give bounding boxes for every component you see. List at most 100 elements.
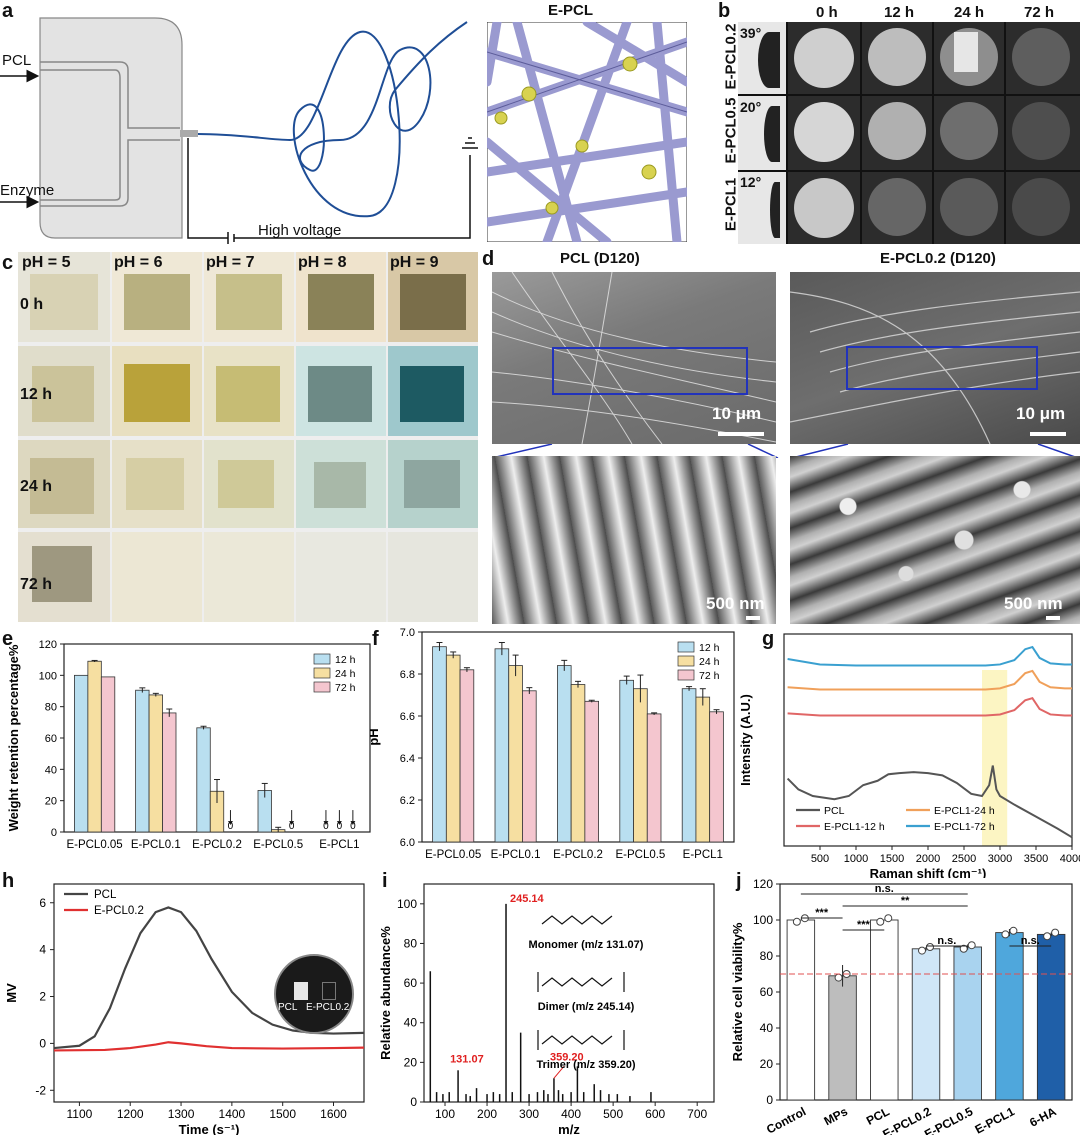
bar [619, 679, 634, 843]
hydrogel-tile [112, 532, 202, 622]
x-tick-label: 500 [811, 853, 829, 865]
y-tick-label: 6.6 [400, 711, 415, 723]
time-label-3: 72 h [1024, 4, 1055, 21]
scale-bar [1046, 616, 1060, 620]
ph-label-9: pH = 9 [390, 254, 439, 271]
y-tick-label: 100 [753, 913, 773, 927]
bar [522, 690, 537, 843]
legend-swatch [313, 667, 331, 679]
data-point [1043, 932, 1052, 941]
x-tick-label: E-PCL1 [683, 849, 723, 861]
x-tick-label: 300 [519, 1107, 539, 1121]
bar [709, 711, 724, 843]
x-tick-label: E-PCL0.5 [922, 1104, 975, 1135]
zero-arrow-head [227, 821, 233, 825]
y-tick-label: 6 [39, 896, 46, 910]
x-tick-label: 1300 [168, 1107, 195, 1121]
scale-bar [718, 432, 764, 436]
contact-angle-image [738, 96, 786, 170]
significance-label: n.s. [1021, 935, 1040, 947]
molecule-structure [541, 1035, 613, 1045]
scale-label: 10 μm [712, 404, 762, 423]
panel-h-label: h [2, 870, 15, 892]
chart-h-gpc: 1100 1200 1300 1400 1500 1600 -2 0 2 4 6 PCL E-PCL0.… [4, 883, 365, 1135]
zero-arrow-head [336, 821, 342, 825]
scale-bar [1030, 432, 1066, 436]
legend-swatch [313, 653, 331, 665]
y-tick-label: 80 [45, 702, 57, 714]
bar [870, 919, 899, 1101]
zero-label: 0 [350, 821, 356, 832]
scale-bar [746, 616, 760, 620]
y-tick-label: 4 [39, 943, 46, 957]
hydrogel-tile [296, 346, 386, 436]
legend-swatch [313, 681, 331, 693]
bar [995, 932, 1024, 1101]
hydrogel-tile [388, 252, 478, 342]
x-tick-label: E-PCL0.5 [253, 839, 303, 851]
molecule-structure [541, 977, 613, 987]
y-tick-label: 20 [760, 1057, 774, 1071]
inset-label-epcl: E-PCL0.2 [306, 1002, 350, 1013]
legend-swatch [677, 655, 695, 667]
hydrogel-tile [204, 532, 294, 622]
y-axis-label: Relative abundance% [378, 926, 393, 1060]
peak-label: 131.07 [450, 1053, 484, 1065]
x-tick-label: 1500 [880, 853, 904, 865]
inlet-pcl-label: PCL [2, 52, 32, 69]
x-tick-label: 3500 [1024, 853, 1048, 865]
bar [828, 975, 857, 1101]
dish-photo [788, 96, 860, 170]
data-point [1009, 926, 1018, 935]
structure-label: Monomer (m/z 131.07) [529, 939, 644, 951]
y-tick-label: 6.8 [400, 669, 415, 681]
repeat-bracket [537, 972, 625, 992]
bar [584, 700, 599, 843]
panel-j-label: j [736, 870, 742, 892]
data-point [959, 944, 968, 953]
dish-photo [788, 22, 860, 94]
y-axis-label: Relative cell viability% [730, 922, 745, 1061]
hydrogel-tile [18, 440, 110, 528]
x-tick-label: E-PCL0.05 [66, 839, 122, 851]
bar [74, 674, 89, 833]
x-tick-label: Control [764, 1104, 808, 1135]
panel-f-label: f [372, 628, 379, 650]
panel-c-label: c [2, 252, 14, 274]
hydrogel-tile [112, 252, 202, 342]
time-row-2: 24 h [20, 478, 53, 495]
time-label-2: 24 h [954, 4, 985, 21]
legend-label: 24 h [699, 656, 720, 668]
x-tick-label: 2000 [916, 853, 940, 865]
dish-photo [934, 22, 1004, 94]
fiber-texture [790, 291, 1080, 444]
data-point [918, 946, 926, 955]
ph-label-6: pH = 6 [114, 254, 163, 271]
y-tick-label: 20 [45, 796, 57, 808]
molecule-structure [541, 915, 613, 925]
x-tick-label: 400 [561, 1107, 581, 1121]
hydrogel-tile [18, 532, 110, 622]
inset-title: E-PCL [548, 2, 593, 19]
scale-label: 10 μm [1016, 404, 1066, 423]
y-tick-label: 40 [45, 764, 57, 776]
y-tick-label: -2 [35, 1083, 46, 1097]
legend-label: 72 h [699, 670, 720, 682]
bar [494, 648, 510, 843]
series-line [787, 696, 1072, 717]
x-axis-label: m/z [558, 1122, 580, 1135]
contact-angle-2: 12° [740, 174, 762, 190]
series-line [787, 645, 1072, 667]
legend-swatch [677, 641, 695, 653]
y-axis-label: pH [370, 728, 381, 745]
x-tick-label: 6-HA [1027, 1104, 1059, 1130]
structure-label: Dimer (m/z 245.14) [538, 1001, 635, 1013]
x-tick-label: 700 [687, 1107, 707, 1121]
sem-image-pcl-high [492, 456, 776, 624]
hydrogel-tile [296, 440, 386, 528]
legend-label: E-PCL0.2 [94, 905, 144, 917]
series-line [786, 765, 1073, 839]
bar [570, 684, 586, 843]
series-line [53, 1041, 365, 1052]
structure-label: Trimer (m/z 359.20) [536, 1059, 635, 1071]
